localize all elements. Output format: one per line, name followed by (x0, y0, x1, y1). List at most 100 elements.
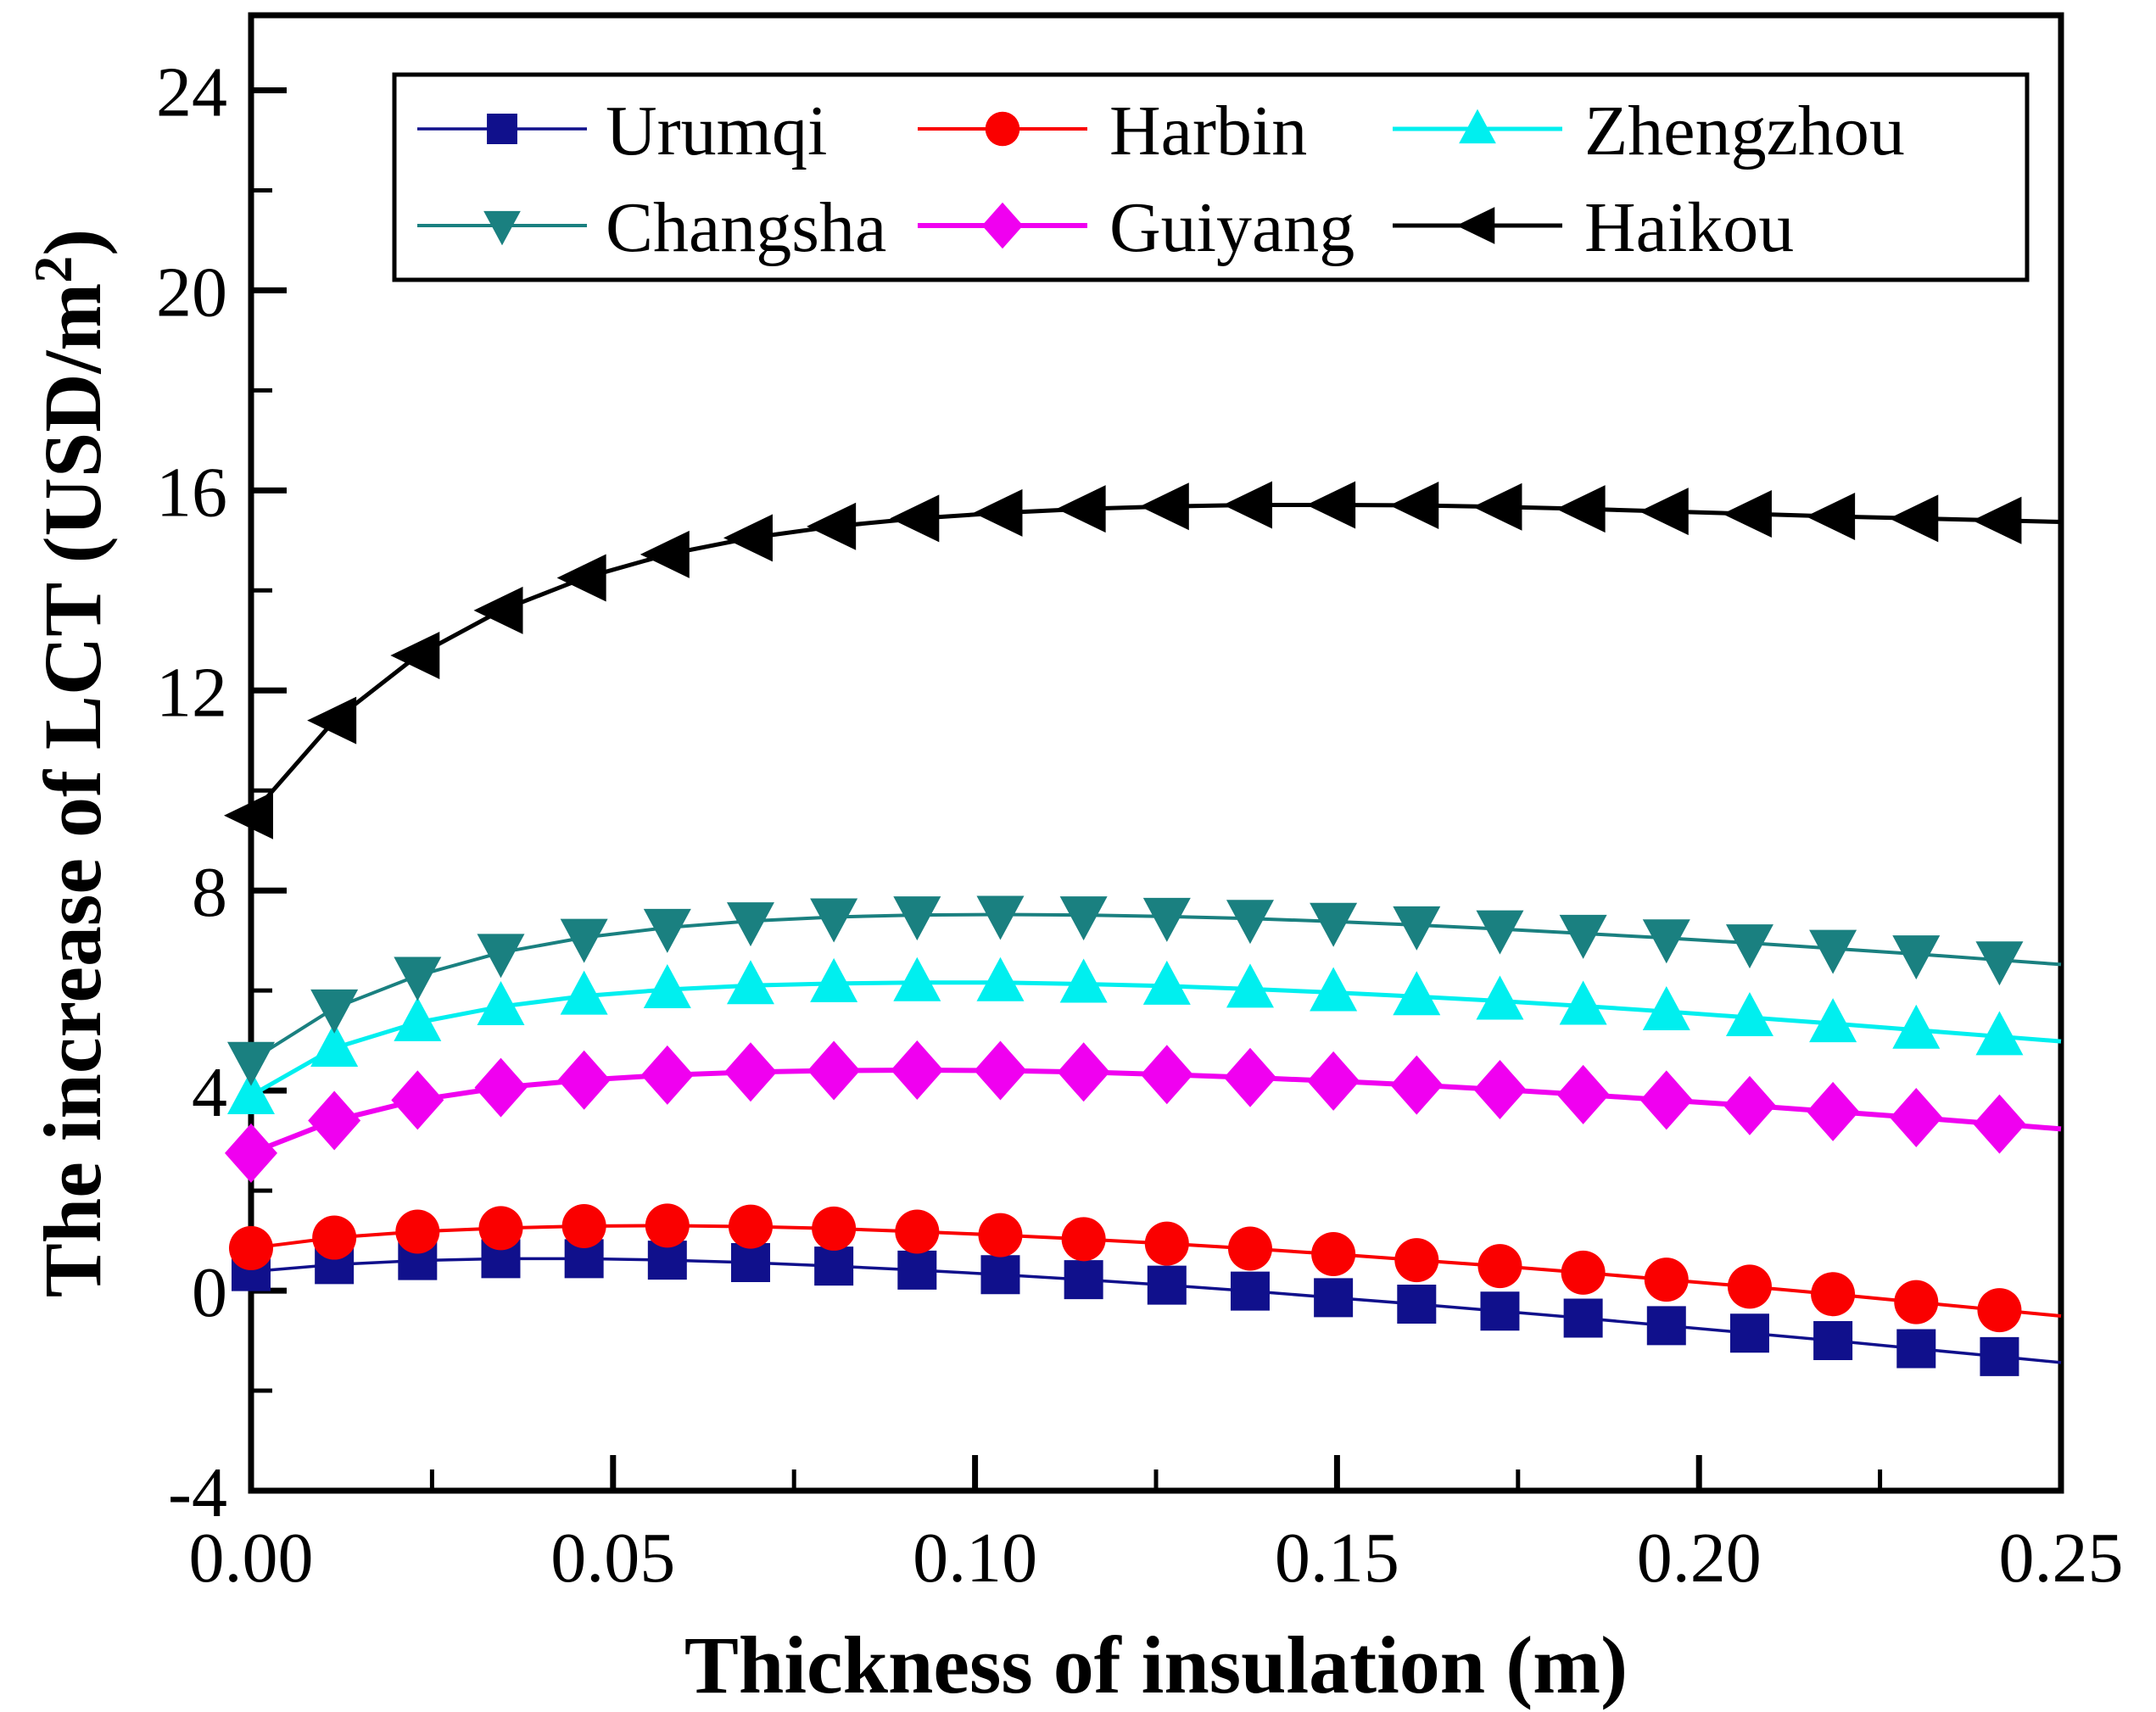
svg-text:The increase of LCT (USD/m2): The increase of LCT (USD/m2) (23, 229, 118, 1297)
zhengzhou-marker-triangle-up (477, 981, 525, 1026)
harbin-marker-circle (1644, 1258, 1689, 1302)
y-tick-label: 16 (156, 453, 227, 532)
zhengzhou-marker-triangle-up (643, 963, 691, 1008)
y-tick-label: 24 (156, 53, 227, 131)
zhengzhou-marker-triangle-up (1476, 975, 1524, 1020)
plot-area: 0.00 0.05 0.10 0.15 0.20 0.25 -4 0 4 8 12 16 20 24 (156, 12, 2124, 1598)
haikou-marker-triangle-left (1889, 494, 1939, 543)
changsha-marker-triangle-down (1975, 941, 2024, 986)
y-axis-tick-labels: -4 0 4 8 12 16 20 24 (156, 53, 227, 1532)
haikou-marker-triangle-left (556, 554, 606, 602)
x-tick-label: 0.00 (189, 1519, 314, 1598)
y-tick-label: 8 (192, 853, 227, 932)
series-haikou (224, 481, 2062, 839)
guiyang-marker-diamond (640, 1045, 694, 1105)
urumqi-marker-square (814, 1246, 854, 1286)
haikou-line (249, 502, 2062, 817)
guiyang-marker-diamond (807, 1040, 861, 1101)
zhengzhou-marker-triangle-up (1975, 1011, 2024, 1056)
harbin-marker-circle (728, 1204, 773, 1249)
harbin-marker-circle (812, 1206, 857, 1251)
harbin-marker-circle (312, 1215, 357, 1260)
legend-item-harbin: Harbin (918, 92, 1307, 170)
changsha-marker-triangle-down (1559, 914, 1607, 959)
haikou-marker-triangle-left (1056, 485, 1106, 533)
harbin-marker-circle (1394, 1238, 1439, 1283)
haikou-marker-triangle-left (1222, 481, 1272, 529)
y-tick-label: 4 (192, 1053, 227, 1132)
changsha-marker-triangle-down (310, 989, 359, 1034)
legend-marker-square (487, 114, 517, 144)
zhengzhou-marker-triangle-up (1725, 992, 1773, 1037)
zhengzhou-markers (227, 956, 2024, 1115)
legend-marker-triangle-left (1456, 207, 1495, 244)
series-guiyang (225, 1040, 2062, 1183)
urumqi-marker-square (1397, 1284, 1437, 1324)
legend-label: Guiyang (1109, 188, 1354, 267)
zhengzhou-marker-triangle-up (1809, 998, 1857, 1043)
legend-item-zhengzhou: Zhengzhou (1393, 92, 1905, 170)
haikou-marker-triangle-left (1139, 482, 1189, 531)
harbin-marker-circle (645, 1203, 690, 1248)
haikou-marker-triangle-left (1722, 490, 1772, 538)
haikou-marker-triangle-left (1556, 485, 1606, 533)
guiyang-marker-diamond (1473, 1059, 1527, 1119)
zhengzhou-marker-triangle-up (227, 1070, 275, 1115)
legend-label: Haikou (1584, 188, 1794, 267)
legend-marker-circle (985, 111, 1020, 147)
legend-label: Changsha (606, 188, 886, 267)
zhengzhou-marker-triangle-up (1142, 960, 1191, 1005)
harbin-marker-circle (1894, 1280, 1939, 1324)
harbin-markers (229, 1203, 2022, 1333)
urumqi-marker-square (730, 1243, 770, 1283)
changsha-markers (227, 895, 2024, 1086)
series-changsha (227, 895, 2062, 1086)
guiyang-marker-diamond (891, 1040, 944, 1100)
harbin-marker-circle (1477, 1244, 1522, 1289)
zhengzhou-marker-triangle-up (726, 960, 774, 1005)
legend-label: Urumqi (606, 92, 827, 170)
urumqi-marker-square (647, 1241, 687, 1280)
haikou-marker-triangle-left (640, 530, 690, 578)
y-tick-label: 0 (192, 1253, 227, 1332)
x-axis-minor-ticks (429, 1469, 1883, 1491)
urumqi-marker-square (1064, 1260, 1103, 1300)
zhengzhou-marker-triangle-up (1559, 980, 1607, 1025)
changsha-marker-triangle-down (810, 898, 858, 943)
harbin-marker-circle (1811, 1272, 1856, 1317)
series-layer (224, 481, 2062, 1376)
changsha-marker-triangle-down (1142, 897, 1191, 942)
urumqi-marker-square (1230, 1271, 1270, 1311)
legend-item-changsha: Changsha (417, 188, 886, 267)
haikou-marker-triangle-left (224, 791, 273, 839)
x-axis-tick-labels: 0.00 0.05 0.10 0.15 0.20 0.25 (189, 1519, 2124, 1598)
changsha-marker-triangle-down (477, 934, 525, 979)
series-zhengzhou (227, 956, 2062, 1115)
harbin-marker-circle (478, 1206, 523, 1251)
urumqi-marker-square (897, 1250, 937, 1290)
harbin-marker-circle (1977, 1288, 2022, 1333)
series-harbin (229, 1203, 2062, 1333)
guiyang-marker-diamond (1807, 1081, 1860, 1141)
urumqi-marker-square (1563, 1298, 1603, 1338)
guiyang-marker-diamond (391, 1070, 444, 1130)
changsha-marker-triangle-down (1892, 935, 1941, 980)
guiyang-marker-diamond (1140, 1045, 1193, 1105)
guiyang-marker-diamond (1556, 1064, 1610, 1124)
changsha-marker-triangle-down (1310, 902, 1358, 947)
zhengzhou-marker-triangle-up (1059, 958, 1108, 1003)
haikou-marker-triangle-left (1806, 493, 1856, 541)
changsha-marker-triangle-down (726, 902, 774, 947)
urumqi-marker-square (481, 1239, 521, 1279)
haikou-marker-triangle-left (807, 502, 857, 550)
urumqi-marker-square (1980, 1336, 2019, 1376)
legend: Urumqi Harbin Zhengzhou Changsha Guiyang Haik… (392, 72, 2030, 282)
x-axis-major-ticks (248, 1455, 2064, 1491)
urumqi-marker-square (1314, 1278, 1354, 1318)
haikou-marker-triangle-left (1472, 482, 1522, 531)
x-axis-title: Thickness of insulation (m) (684, 1620, 1628, 1710)
zhengzhou-marker-triangle-up (893, 956, 941, 1001)
guiyang-markers (225, 1040, 2026, 1183)
